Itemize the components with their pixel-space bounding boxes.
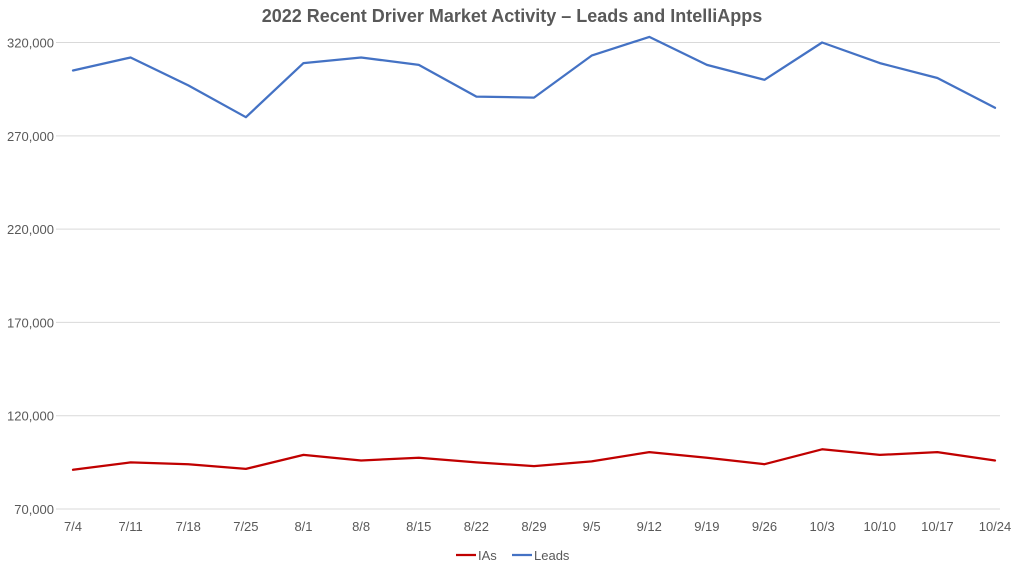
x-tick-label: 10/17 bbox=[921, 519, 954, 534]
y-tick-label: 70,000 bbox=[14, 502, 54, 517]
x-tick-label: 7/18 bbox=[176, 519, 201, 534]
y-tick-label: 270,000 bbox=[7, 129, 54, 144]
y-tick-label: 220,000 bbox=[7, 222, 54, 237]
series-lines bbox=[71, 35, 997, 471]
series-line-leads bbox=[71, 35, 997, 119]
y-tick-label: 320,000 bbox=[7, 36, 54, 51]
legend: IAs Leads bbox=[456, 548, 570, 563]
x-tick-label: 8/29 bbox=[521, 519, 546, 534]
x-tick-label: 8/1 bbox=[294, 519, 312, 534]
x-tick-label: 9/26 bbox=[752, 519, 777, 534]
x-tick-label: 10/3 bbox=[809, 519, 834, 534]
x-tick-label: 9/19 bbox=[694, 519, 719, 534]
chart-title: 2022 Recent Driver Market Activity – Lea… bbox=[261, 6, 763, 26]
x-tick-label: 7/11 bbox=[118, 519, 142, 534]
x-axis-labels: 7/4 7/11 7/18 7/25 8/1 8/8 8/15 8/22 8/29 9/5 9/12… bbox=[64, 519, 1011, 534]
x-tick-label: 9/12 bbox=[637, 519, 662, 534]
legend-label-leads: Leads bbox=[534, 548, 570, 563]
grid-lines bbox=[56, 42, 1000, 510]
x-tick-label: 8/22 bbox=[464, 519, 489, 534]
legend-label-ias: IAs bbox=[478, 548, 497, 563]
y-tick-label: 170,000 bbox=[7, 315, 54, 330]
x-tick-label: 7/4 bbox=[64, 519, 82, 534]
x-tick-label: 8/15 bbox=[406, 519, 431, 534]
x-tick-label: 9/5 bbox=[583, 519, 601, 534]
series-line-ias bbox=[71, 448, 997, 471]
x-tick-label: 7/25 bbox=[233, 519, 258, 534]
x-tick-label: 8/8 bbox=[352, 519, 370, 534]
x-tick-label: 10/24 bbox=[979, 519, 1012, 534]
x-tick-label: 10/10 bbox=[863, 519, 896, 534]
y-axis-labels: 70,000 120,000 170,000 220,000 270,000 320,00… bbox=[7, 36, 54, 517]
y-tick-label: 120,000 bbox=[7, 409, 54, 424]
